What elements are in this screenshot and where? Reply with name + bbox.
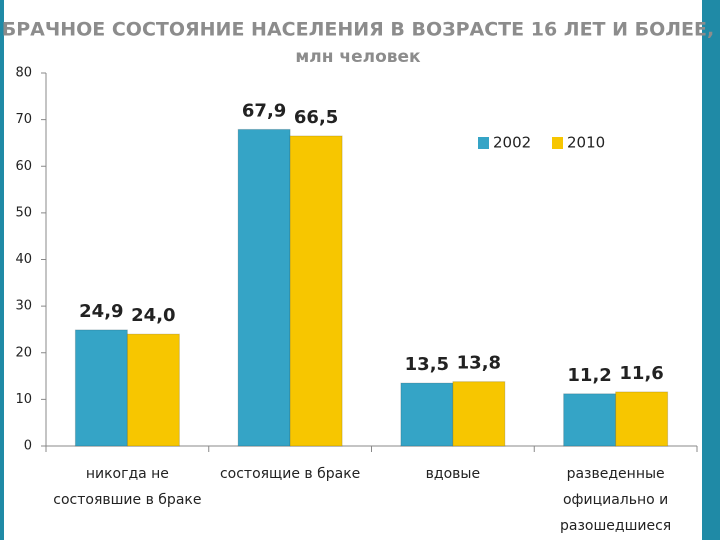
bar — [615, 391, 669, 447]
legend-swatch — [478, 137, 489, 149]
bar — [289, 135, 343, 447]
y-tick-label: 50 — [15, 205, 32, 220]
bar — [452, 381, 506, 447]
legend-label: 2002 — [493, 134, 531, 152]
x-tick-label: никогда не состоявшие в браке — [53, 466, 201, 508]
bar — [563, 393, 617, 447]
value-label: 24,9 — [79, 301, 123, 322]
y-tick-label: 80 — [15, 66, 32, 81]
value-label: 24,0 — [131, 305, 175, 326]
chart-subtitle: млн человек — [295, 47, 421, 67]
value-label: 13,5 — [405, 354, 449, 375]
bar — [237, 128, 291, 447]
value-label: 11,2 — [567, 365, 611, 386]
y-tick-label: 70 — [15, 112, 32, 127]
y-tick-label: 40 — [15, 252, 32, 267]
bar — [126, 333, 180, 447]
value-label: 66,5 — [294, 107, 338, 128]
x-tick-label: вдовые — [426, 466, 480, 482]
y-tick-label: 30 — [15, 299, 32, 314]
panel — [4, 0, 702, 540]
x-tick-label: разведенные официально и разошедшиеся — [560, 466, 671, 534]
value-label: 13,8 — [457, 353, 501, 374]
value-label: 11,6 — [619, 363, 663, 384]
chart-title: БРАЧНОЕ СОСТОЯНИЕ НАСЕЛЕНИЯ В ВОЗРАСТЕ 1… — [2, 19, 714, 41]
bar — [400, 382, 454, 447]
y-tick-label: 10 — [15, 392, 32, 407]
value-label: 67,9 — [242, 100, 286, 121]
legend-label: 2010 — [567, 134, 605, 152]
y-tick-label: 60 — [15, 159, 32, 174]
y-tick-label: 20 — [15, 345, 32, 360]
x-tick-label: состоящие в браке — [220, 466, 360, 482]
y-tick-label: 0 — [24, 439, 32, 454]
bar — [74, 329, 128, 447]
legend-swatch — [552, 137, 563, 149]
